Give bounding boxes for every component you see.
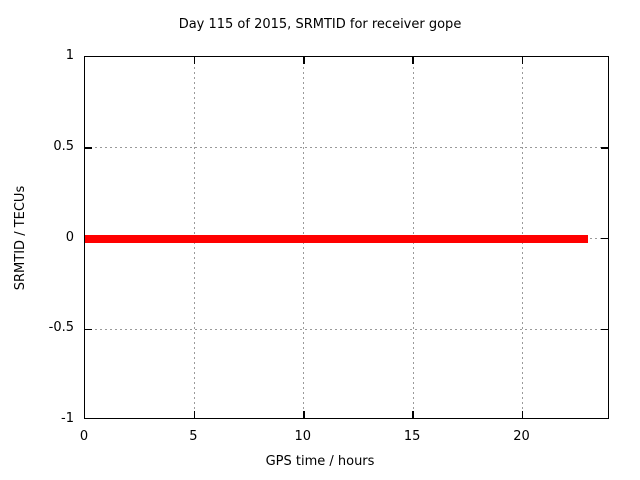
x-tick-mark-top bbox=[412, 57, 414, 64]
y-gridline bbox=[85, 328, 608, 330]
x-tick-mark-bottom bbox=[193, 411, 196, 418]
x-axis-label: GPS time / hours bbox=[265, 454, 375, 469]
x-tick-label: 10 bbox=[294, 429, 312, 444]
y-tick-mark-right bbox=[601, 328, 608, 330]
srmtid-series-line bbox=[85, 234, 589, 243]
x-tick-mark-top bbox=[303, 57, 305, 64]
y-tick-mark-left bbox=[85, 147, 92, 149]
y-tick-mark-left bbox=[85, 328, 92, 330]
x-tick-label: 0 bbox=[79, 429, 89, 444]
y-tick-label: 1 bbox=[65, 48, 74, 63]
x-tick-label: 20 bbox=[513, 429, 530, 444]
x-tick-label: 15 bbox=[403, 429, 421, 444]
x-tick-mark-bottom bbox=[521, 411, 524, 418]
y-tick-label: -0.5 bbox=[48, 320, 74, 336]
y-tick-mark-right bbox=[601, 147, 608, 149]
y-tick-label: 0.5 bbox=[53, 138, 74, 154]
x-tick-mark-top bbox=[193, 57, 196, 64]
y-tick-label: -1 bbox=[61, 411, 74, 426]
x-tick-mark-top bbox=[521, 57, 524, 64]
y-tick-label: 0 bbox=[65, 229, 74, 245]
y-gridline bbox=[85, 147, 608, 149]
chart-title: Day 115 of 2015, SRMTID for receiver gop… bbox=[178, 17, 462, 32]
x-tick-mark-bottom bbox=[303, 411, 305, 418]
y-tick-mark-right bbox=[601, 237, 608, 240]
x-tick-label: 5 bbox=[189, 429, 198, 444]
plot-area bbox=[84, 56, 609, 419]
x-tick-mark-bottom bbox=[412, 411, 414, 418]
